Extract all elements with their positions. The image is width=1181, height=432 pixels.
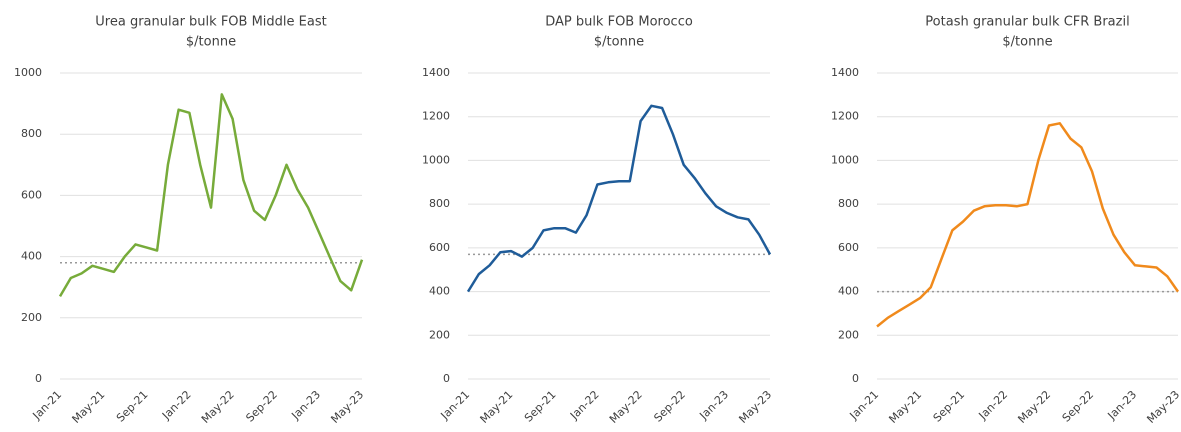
- y-tick-label: 600: [21, 188, 42, 201]
- x-tick-label: Jan-23: [1105, 388, 1140, 423]
- y-tick-label: 400: [21, 250, 42, 263]
- y-tick-label: 200: [21, 311, 42, 324]
- y-tick-label: 1000: [831, 153, 859, 166]
- y-tick-label: 1400: [831, 66, 859, 79]
- chart-title: DAP bulk FOB Morocco: [545, 15, 693, 30]
- chart-subtitle: $/tonne: [594, 35, 644, 50]
- y-tick-label: 0: [35, 372, 42, 385]
- y-tick-label: 1000: [14, 66, 42, 79]
- x-tick-label: May-21: [70, 388, 108, 426]
- y-tick-label: 400: [838, 285, 859, 298]
- y-tick-label: 1400: [422, 66, 450, 79]
- x-tick-label: Jan-22: [567, 388, 602, 423]
- x-tick-label: Jan-22: [976, 388, 1011, 423]
- y-tick-label: 0: [852, 372, 859, 385]
- chart-subtitle: $/tonne: [1002, 35, 1052, 50]
- chart-title: Urea granular bulk FOB Middle East: [95, 15, 326, 30]
- y-tick-label: 400: [429, 285, 450, 298]
- line-series: [466, 104, 772, 293]
- x-tick-label: May-23: [328, 388, 366, 426]
- y-tick-label: 200: [429, 328, 450, 341]
- x-tick-label: May-23: [1144, 388, 1181, 426]
- x-tick-label: Sep-21: [114, 388, 151, 425]
- x-tick-label: May-21: [886, 388, 924, 426]
- x-tick-label: Jan-21: [30, 388, 65, 423]
- x-tick-label: Jan-22: [159, 388, 194, 423]
- x-tick-label: May-22: [1015, 388, 1053, 426]
- y-tick-label: 1000: [422, 153, 450, 166]
- x-tick-label: Jan-21: [438, 388, 473, 423]
- y-tick-label: 800: [429, 197, 450, 210]
- x-tick-label: Sep-21: [522, 388, 559, 425]
- y-tick-label: 1200: [422, 110, 450, 123]
- x-tick-label: Jan-23: [288, 388, 323, 423]
- y-tick-label: 600: [429, 241, 450, 254]
- line-series: [58, 93, 364, 298]
- x-tick-label: May-22: [607, 388, 645, 426]
- x-tick-label: Sep-21: [931, 388, 968, 425]
- chart-subtitle: $/tonne: [186, 35, 236, 50]
- x-tick-label: Jan-21: [847, 388, 882, 423]
- y-tick-label: 800: [21, 127, 42, 140]
- y-tick-label: 0: [443, 372, 450, 385]
- x-tick-label: Sep-22: [651, 388, 688, 425]
- x-tick-label: Sep-22: [1060, 388, 1097, 425]
- chart-title: Potash granular bulk CFR Brazil: [925, 15, 1129, 30]
- y-tick-label: 800: [838, 197, 859, 210]
- x-tick-label: May-23: [736, 388, 774, 426]
- line-series: [876, 122, 1180, 328]
- x-tick-label: May-21: [478, 388, 516, 426]
- y-tick-label: 600: [838, 241, 859, 254]
- y-tick-label: 200: [838, 328, 859, 341]
- x-tick-label: Sep-22: [243, 388, 280, 425]
- x-tick-label: May-22: [199, 388, 237, 426]
- x-tick-label: Jan-23: [696, 388, 731, 423]
- y-tick-label: 1200: [831, 110, 859, 123]
